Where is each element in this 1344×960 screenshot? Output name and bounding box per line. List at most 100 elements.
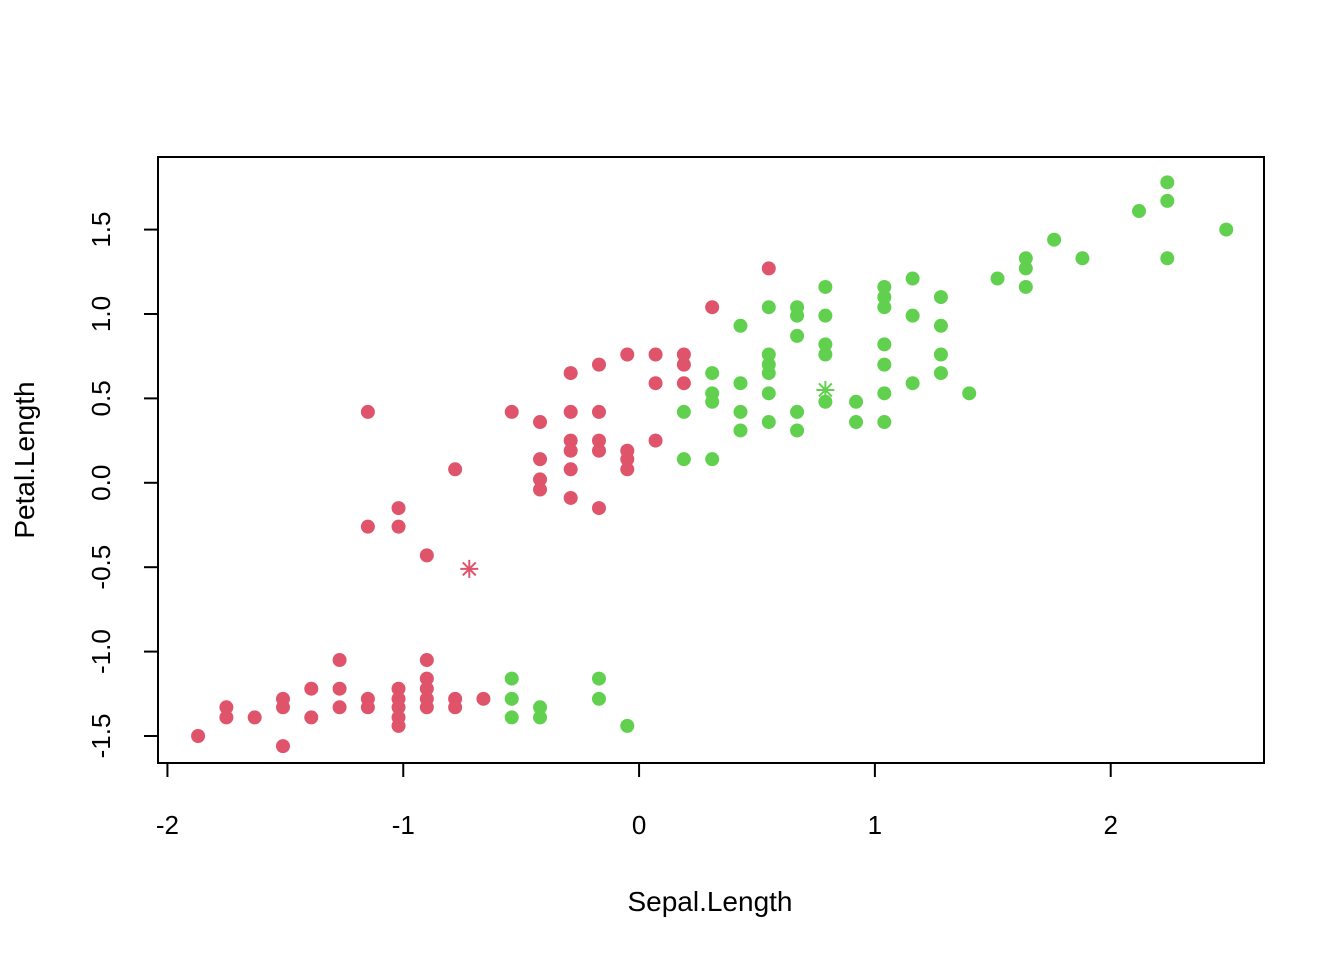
data-point [533, 452, 548, 467]
data-point [676, 347, 691, 362]
data-point [648, 433, 663, 448]
data-point [877, 300, 892, 315]
data-point [620, 718, 635, 733]
cluster-centers [460, 380, 835, 578]
data-point [1160, 175, 1175, 190]
data-point [877, 386, 892, 401]
data-point [1047, 232, 1062, 247]
data-point [676, 357, 691, 372]
y-axis-title: Petal.Length [9, 381, 40, 538]
data-point [304, 681, 319, 696]
data-point [877, 290, 892, 305]
data-point [563, 443, 578, 458]
data-point [1219, 222, 1234, 237]
data-point [332, 681, 347, 696]
data-point [391, 700, 406, 715]
data-point [905, 308, 920, 323]
data-point [247, 710, 262, 725]
data-point [705, 394, 720, 409]
data-point [676, 452, 691, 467]
data-point [360, 404, 375, 419]
data-point [705, 366, 720, 381]
data-point [360, 700, 375, 715]
data-point [533, 710, 548, 725]
data-point [219, 700, 234, 715]
data-point [533, 415, 548, 430]
data-point [733, 318, 748, 333]
x-axis: -2 -1 0 1 2 [156, 762, 1118, 840]
data-point [591, 691, 606, 706]
data-point [733, 376, 748, 391]
data-point [332, 653, 347, 668]
data-point [933, 347, 948, 362]
data-point [533, 472, 548, 487]
data-point [1075, 251, 1090, 266]
data-point [563, 404, 578, 419]
data-point [591, 671, 606, 686]
data-point [790, 404, 805, 419]
data-point [591, 443, 606, 458]
data-point [620, 462, 635, 477]
data-point [504, 691, 519, 706]
data-point [1018, 279, 1033, 294]
data-point [620, 452, 635, 467]
x-tick-label: 2 [1103, 810, 1117, 840]
data-point [419, 548, 434, 563]
data-point [790, 308, 805, 323]
y-tick-label: 0.0 [86, 465, 116, 501]
data-point [620, 347, 635, 362]
data-point [933, 366, 948, 381]
data-point [591, 357, 606, 372]
data-point [419, 671, 434, 686]
data-point [648, 347, 663, 362]
x-tick-label: -2 [156, 810, 179, 840]
data-point [877, 337, 892, 352]
data-point [360, 519, 375, 534]
data-point [761, 261, 776, 276]
data-point [733, 404, 748, 419]
data-point [591, 404, 606, 419]
data-point [563, 366, 578, 381]
data-point [448, 462, 463, 477]
data-point [504, 404, 519, 419]
y-tick-label: -0.5 [86, 545, 116, 590]
y-tick-label: -1.5 [86, 714, 116, 759]
data-point [990, 271, 1005, 286]
data-point [275, 739, 290, 754]
data-point [219, 710, 234, 725]
x-tick-label: 0 [632, 810, 646, 840]
asterisk-stroke [818, 382, 833, 398]
data-point [761, 386, 776, 401]
data-points [191, 175, 1234, 754]
data-point [448, 700, 463, 715]
data-point [1018, 261, 1033, 276]
data-point [1160, 251, 1175, 266]
y-tick-label: 1.0 [86, 296, 116, 332]
data-point [849, 415, 864, 430]
x-tick-label: 1 [868, 810, 882, 840]
data-point [419, 653, 434, 668]
data-point [905, 376, 920, 391]
data-point [275, 700, 290, 715]
cluster-center-asterisk [816, 380, 835, 399]
data-point [391, 681, 406, 696]
data-point [733, 423, 748, 438]
data-point [391, 519, 406, 534]
data-point [1132, 204, 1147, 219]
data-point [676, 404, 691, 419]
data-point [933, 290, 948, 305]
cluster-center-asterisk [460, 559, 479, 578]
data-point [1160, 193, 1175, 208]
y-tick-label: 0.5 [86, 380, 116, 416]
data-point [648, 376, 663, 391]
data-point [962, 386, 977, 401]
y-tick-label: 1.5 [86, 212, 116, 248]
data-point [591, 501, 606, 516]
x-axis-title: Sepal.Length [627, 886, 792, 917]
data-point [533, 700, 548, 715]
data-point [476, 691, 491, 706]
data-point [504, 671, 519, 686]
data-point [761, 415, 776, 430]
data-point [818, 308, 833, 323]
